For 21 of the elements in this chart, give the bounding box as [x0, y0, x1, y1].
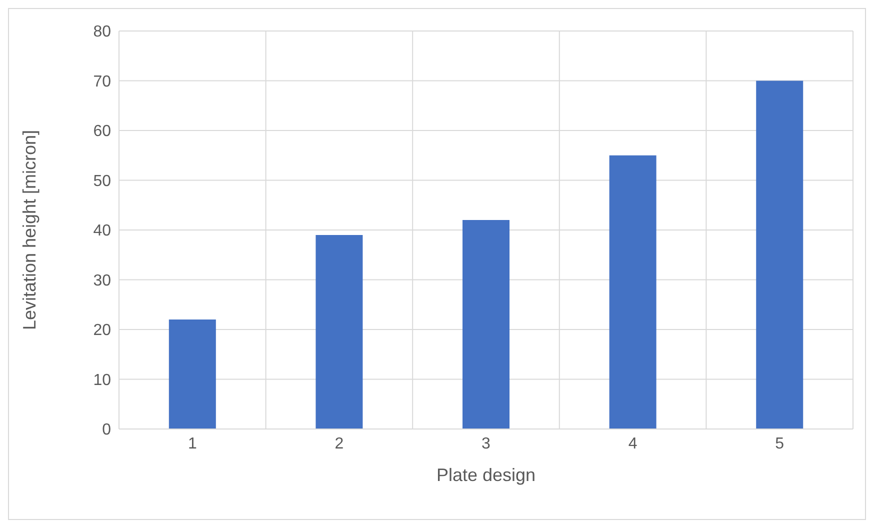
x-tick-label: 5	[775, 435, 784, 452]
bar	[168, 320, 216, 429]
y-tick-label: 80	[93, 24, 112, 41]
bar	[462, 220, 510, 429]
x-axis-title: Plate design	[436, 465, 536, 485]
x-tick-label: 3	[482, 435, 491, 452]
y-tick-label: 10	[93, 372, 112, 389]
y-tick-label: 50	[93, 172, 112, 190]
y-tick-label: 20	[93, 322, 112, 340]
bar	[756, 80, 804, 429]
bar	[609, 155, 656, 429]
y-tick-label: 30	[93, 272, 112, 290]
x-tick-label: 4	[628, 435, 638, 452]
x-tick-label: 2	[334, 435, 344, 452]
x-tick-label: 1	[188, 435, 197, 452]
y-tick-label: 70	[93, 73, 112, 90]
y-axis-title: Levitation height [micron]	[19, 130, 40, 330]
y-tick-label: 0	[102, 422, 112, 439]
y-tick-label: 60	[93, 123, 112, 140]
bar	[316, 234, 363, 429]
y-tick-label: 40	[93, 222, 112, 240]
